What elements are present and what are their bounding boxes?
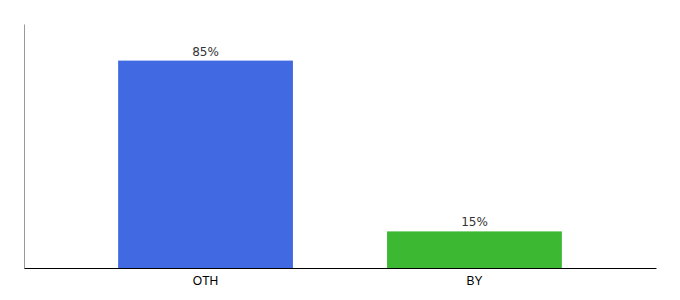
- plot-area: OTH BY 85% 15%: [25, 25, 657, 288]
- x-tick-label: BY: [466, 274, 482, 288]
- chart-svg: OTH BY 85% 15%: [0, 0, 680, 300]
- x-tick: OTH: [193, 268, 218, 288]
- y-axis: [24, 25, 25, 269]
- x-axis: OTH BY: [25, 268, 657, 288]
- y-axis-line: [24, 25, 25, 269]
- x-axis-line: [25, 268, 657, 269]
- bar: [118, 61, 293, 268]
- data-label: 85%: [192, 45, 219, 59]
- data-labels: 85% 15%: [192, 45, 488, 230]
- x-tick-label: OTH: [193, 274, 218, 288]
- bar: [387, 231, 562, 268]
- x-tick: BY: [466, 268, 482, 288]
- bars: [118, 61, 562, 268]
- data-label: 15%: [461, 215, 488, 229]
